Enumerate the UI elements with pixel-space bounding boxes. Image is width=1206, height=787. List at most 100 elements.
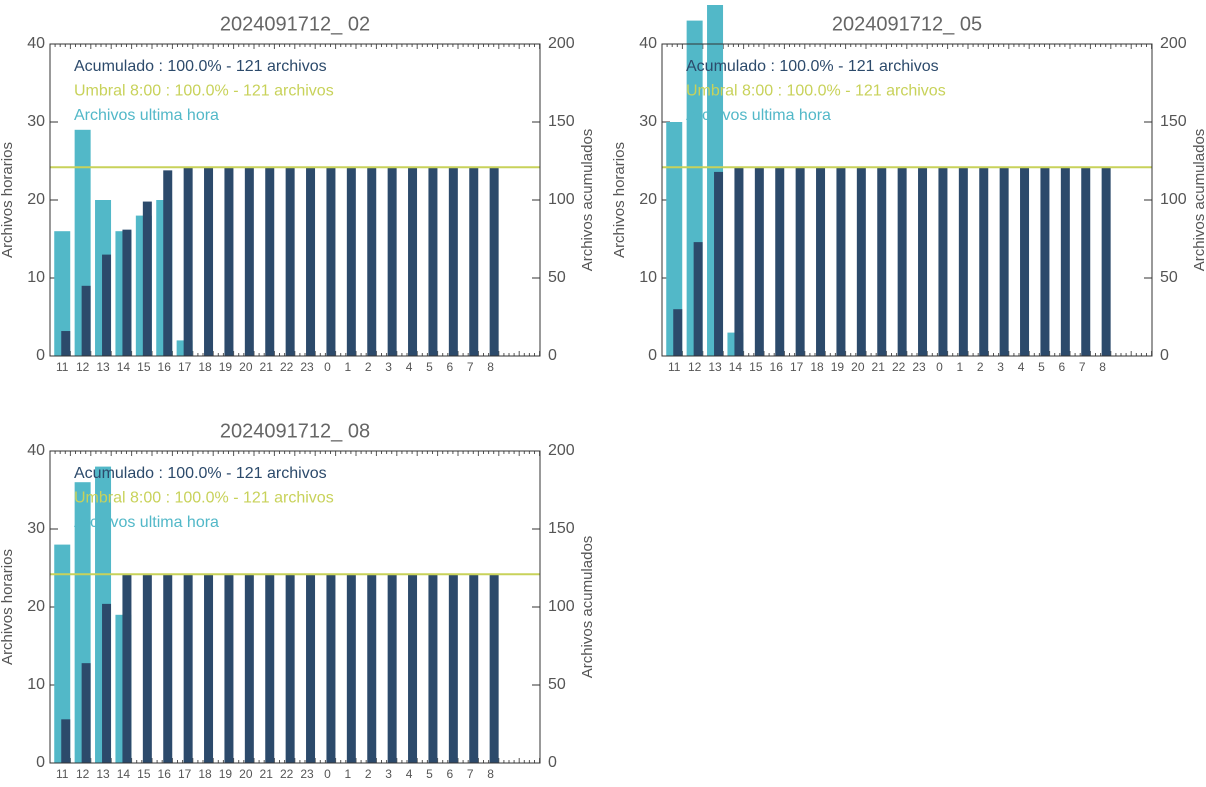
bar [897,167,907,356]
bar [938,167,948,356]
y2-tick-label: 150 [548,113,575,130]
y-tick-label: 0 [36,754,45,771]
y-axis-label: Archivos horarios [0,142,16,258]
bar [163,170,173,356]
y-axis-label: Archivos horarios [611,142,628,258]
y-tick-label: 10 [27,676,45,693]
x-tick-label: 2 [977,360,984,374]
bar [163,574,173,763]
bar [102,603,112,763]
x-tick-label: 23 [300,767,314,781]
bar [979,167,989,356]
legend-entry: Archivos ultima hora [686,107,831,124]
x-tick-label: 11 [668,360,681,374]
bar [877,167,887,356]
bar [1040,167,1050,356]
bar [693,242,703,356]
x-tick-label: 11 [56,767,69,781]
x-tick-label: 13 [708,360,722,374]
x-tick-label: 19 [831,360,845,374]
bar [244,574,254,763]
bar [61,719,71,763]
y-tick-label: 0 [648,347,657,364]
x-tick-label: 3 [385,360,392,374]
y-tick-label: 40 [27,442,45,459]
x-tick-label: 12 [76,767,90,781]
bar [795,167,805,356]
x-tick-label: 5 [426,360,433,374]
x-tick-label: 7 [467,767,474,781]
bar [306,167,316,356]
y-tick-label: 20 [639,191,657,208]
x-tick-label: 8 [1099,360,1106,374]
y-tick-label: 10 [27,269,45,286]
bar [81,663,91,763]
bar [122,229,132,356]
y-tick-label: 20 [27,191,45,208]
bar [666,122,683,356]
x-tick-label: 3 [385,767,392,781]
x-tick-label: 19 [219,767,233,781]
legend-entry: Umbral 8:00 : 100.0% - 121 archivos [686,83,946,100]
x-tick-label: 21 [260,767,274,781]
bar [387,167,397,356]
bar [387,574,397,763]
y2-tick-label: 50 [548,269,566,286]
x-tick-label: 3 [997,360,1004,374]
y2-tick-label: 0 [548,347,557,364]
bar [448,167,458,356]
x-tick-label: 4 [1018,360,1025,374]
x-tick-label: 6 [446,360,453,374]
x-tick-label: 4 [406,767,413,781]
bar [958,167,968,356]
x-tick-label: 0 [324,767,331,781]
y-tick-label: 30 [27,520,45,537]
bar [102,254,112,356]
x-tick-label: 20 [851,360,865,374]
bar [469,574,479,763]
legend-entry: Umbral 8:00 : 100.0% - 121 archivos [74,83,334,100]
bar [122,574,132,763]
y-tick-label: 40 [27,35,45,52]
bar [224,574,234,763]
x-tick-label: 1 [344,360,351,374]
bar [816,167,826,356]
legend-entry: Acumulado : 100.0% - 121 archivos [74,465,327,482]
bar [408,574,418,763]
x-tick-label: 8 [487,767,494,781]
bar [1081,167,1091,356]
bar [326,167,336,356]
x-tick-label: 15 [137,767,151,781]
y2-tick-label: 50 [548,676,566,693]
y2-tick-label: 150 [548,520,575,537]
bar [54,544,71,763]
bar [61,331,71,356]
bar [204,574,214,763]
bar [346,167,356,356]
y-tick-label: 0 [36,347,45,364]
y2-tick-label: 200 [548,442,575,459]
y2-tick-label: 150 [1160,113,1187,130]
bar [408,167,418,356]
bar [142,201,152,356]
bar [142,574,152,763]
x-tick-label: 19 [219,360,233,374]
panel-title: 2024091712_ 02 [220,13,370,35]
panel-title: 2024091712_ 05 [832,13,982,35]
x-tick-label: 7 [1079,360,1086,374]
bar [367,167,377,356]
x-tick-label: 14 [729,360,743,374]
x-tick-label: 16 [158,767,172,781]
bar [54,231,71,356]
y-tick-label: 30 [639,113,657,130]
x-tick-label: 23 [912,360,926,374]
x-tick-label: 7 [467,360,474,374]
x-tick-label: 5 [426,767,433,781]
legend-entry: Acumulado : 100.0% - 121 archivos [74,58,327,75]
bar [999,167,1009,356]
legend-entry: Archivos ultima hora [74,514,219,531]
y2-tick-label: 200 [548,35,575,52]
bar [428,574,438,763]
bar [754,167,764,356]
